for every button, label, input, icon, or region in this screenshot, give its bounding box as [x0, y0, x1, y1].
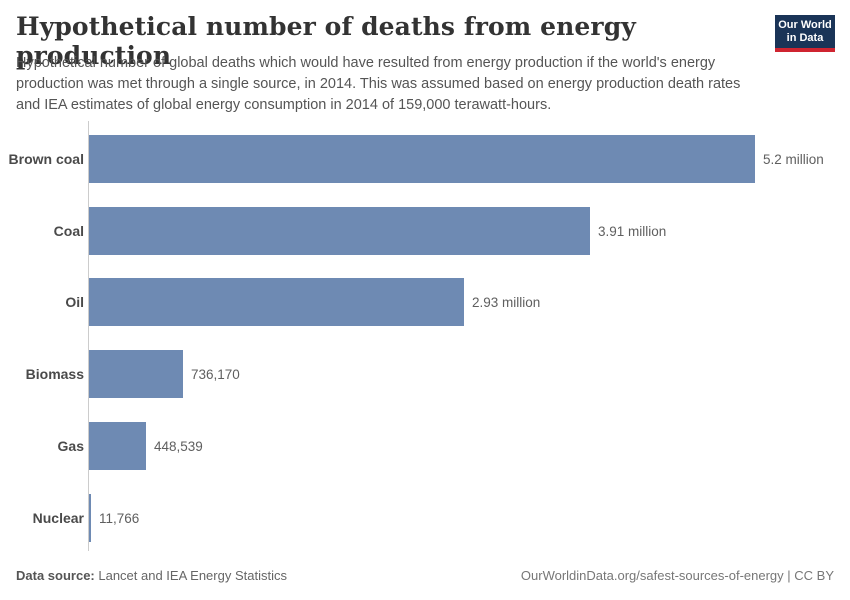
bar-row: Gas 448,539	[0, 422, 850, 470]
bar-nuclear[interactable]	[89, 494, 91, 542]
value-label: 2.93 million	[472, 294, 541, 310]
bar-row: Coal 3.91 million	[0, 207, 850, 255]
data-source-value: Lancet and IEA Energy Statistics	[94, 568, 287, 583]
bar-row: Nuclear 11,766	[0, 494, 850, 542]
category-label: Nuclear	[32, 510, 84, 526]
category-label: Brown coal	[8, 151, 84, 167]
value-label: 11,766	[99, 510, 140, 526]
bar-chart-plot-area: Brown coal 5.2 million Coal 3.91 million Oil…	[0, 121, 850, 552]
owid-logo: Our World in Data	[775, 15, 835, 52]
value-label: 736,170	[191, 366, 240, 382]
owid-logo-line2: in Data	[786, 31, 824, 44]
chart-subtitle: Hypothetical number of global deaths whi…	[16, 55, 741, 114]
bar-gas[interactable]	[89, 422, 146, 470]
owid-credit-link[interactable]: OurWorldinData.org/safest-sources-of-ene…	[520, 568, 834, 583]
bar-coal[interactable]	[89, 207, 590, 255]
bar-brown-coal[interactable]	[89, 135, 755, 183]
category-label: Oil	[65, 294, 84, 310]
data-source-note: Data source: Lancet and IEA Energy Stati…	[16, 568, 287, 583]
owid-logo-line1: Our World	[778, 19, 832, 31]
category-label: Coal	[53, 223, 84, 239]
data-source-label: Data source:	[16, 568, 95, 583]
category-label: Biomass	[25, 366, 84, 382]
bar-row: Brown coal 5.2 million	[0, 135, 850, 183]
bar-biomass[interactable]	[89, 350, 183, 398]
value-label: 5.2 million	[763, 151, 824, 167]
bar-row: Biomass 736,170	[0, 350, 850, 398]
category-label: Gas	[57, 438, 84, 454]
y-axis-line	[88, 121, 89, 551]
value-label: 448,539	[154, 438, 203, 454]
value-label: 3.91 million	[598, 223, 667, 239]
chart-title: Hypothetical number of deaths from energ…	[16, 12, 636, 70]
bar-oil[interactable]	[89, 278, 464, 326]
chart-footer: Data source: Lancet and IEA Energy Stati…	[16, 568, 834, 583]
bar-row: Oil 2.93 million	[0, 278, 850, 326]
